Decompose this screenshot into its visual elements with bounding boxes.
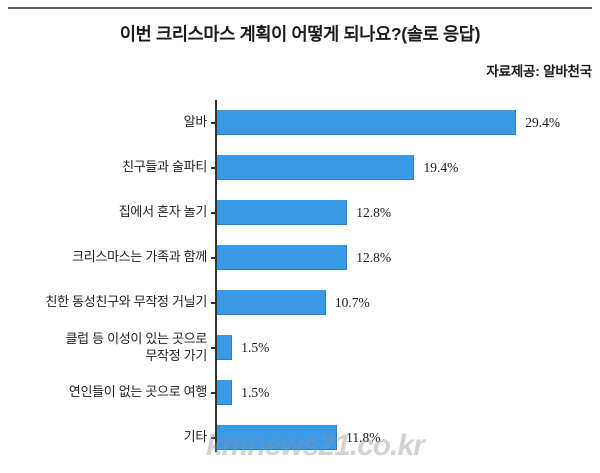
bar-value-label: 12.8% xyxy=(356,204,392,220)
category-label: 크리스마스는 가족과 함께 xyxy=(72,249,207,265)
bar-value-label: 1.5% xyxy=(241,384,270,400)
bar-row: 크리스마스는 가족과 함께 12.8% xyxy=(0,235,600,280)
bar-chart-plot: 알바 29.4% 친구들과 술파티 19.4% 집에서 혼자 놀기 12.8% 크리스마스는… xyxy=(0,95,600,455)
bar[interactable] xyxy=(217,290,326,315)
bar-row: 클럽 등 이성이 있는 곳으로 무작정 가기 1.5% xyxy=(0,325,600,370)
bar-track xyxy=(217,380,233,405)
bar[interactable] xyxy=(217,200,348,225)
bar-track xyxy=(217,335,233,360)
bar-row: 집에서 혼자 놀기 12.8% xyxy=(0,190,600,235)
axis-tick xyxy=(211,167,216,169)
bar-track xyxy=(217,200,348,225)
category-label: 알바 xyxy=(183,114,208,130)
bar-value-label: 1.5% xyxy=(241,339,270,355)
bar-track xyxy=(217,290,326,315)
page-title: 이번 크리스마스 계획이 어떻게 되나요?(솔로 응답) xyxy=(119,24,481,44)
category-label: 기타 xyxy=(183,429,208,445)
bar[interactable] xyxy=(217,335,233,360)
category-label: 연인들이 없는 곳으로 여행 xyxy=(68,384,208,400)
bar-value-label: 12.8% xyxy=(356,249,392,265)
bar-track xyxy=(217,155,415,180)
bar-track xyxy=(217,110,517,135)
bar-row: 기타 11.8% xyxy=(0,415,600,460)
site-watermark: kmnews21.co.kr xyxy=(206,429,425,462)
bar-row: 알바 29.4% xyxy=(0,100,600,145)
category-label: 친한 동성친구와 무작정 거닐기 xyxy=(45,294,207,310)
bar-value-label: 11.8% xyxy=(346,429,381,445)
bar-row: 친구들과 술파티 19.4% xyxy=(0,145,600,190)
bar[interactable] xyxy=(217,380,233,405)
bar[interactable] xyxy=(217,110,517,135)
bar-track xyxy=(217,425,338,450)
top-divider xyxy=(8,7,592,9)
y-axis-line xyxy=(215,100,217,452)
axis-tick xyxy=(211,347,216,349)
axis-tick xyxy=(211,122,216,124)
axis-tick xyxy=(211,257,216,259)
category-label: 클럽 등 이성이 있는 곳으로 무작정 가기 xyxy=(65,331,207,363)
source-attribution: 자료제공: 알바천국 xyxy=(486,64,592,79)
axis-tick xyxy=(211,302,216,304)
bar-row: 연인들이 없는 곳으로 여행 1.5% xyxy=(0,370,600,415)
bar[interactable] xyxy=(217,155,415,180)
bar[interactable] xyxy=(217,425,338,450)
bar-value-label: 19.4% xyxy=(423,159,459,175)
bar-row: 친한 동성친구와 무작정 거닐기 10.7% xyxy=(0,280,600,325)
bar-value-label: 29.4% xyxy=(525,114,561,130)
axis-tick xyxy=(211,212,216,214)
axis-tick xyxy=(211,392,216,394)
axis-tick xyxy=(211,437,216,439)
category-label: 집에서 혼자 놀기 xyxy=(118,204,208,220)
bar-track xyxy=(217,245,348,270)
bar-value-label: 10.7% xyxy=(334,294,370,310)
bar[interactable] xyxy=(217,245,348,270)
category-label: 친구들과 술파티 xyxy=(122,159,207,175)
